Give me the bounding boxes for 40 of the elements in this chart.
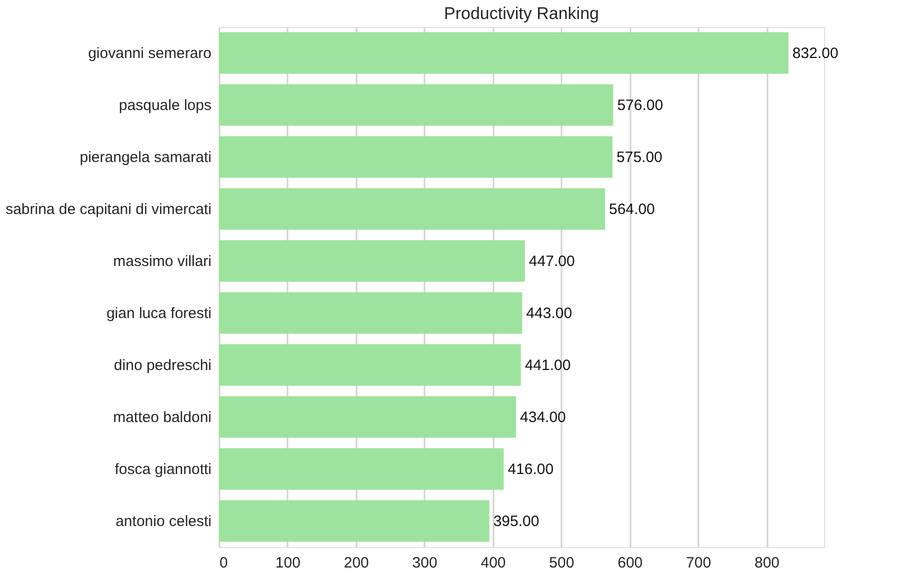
x-tick-label: 0	[220, 554, 228, 572]
bar	[219, 136, 613, 178]
data-label: 434.00	[520, 409, 566, 426]
bar	[219, 32, 788, 74]
x-tick-label: 400	[480, 554, 506, 572]
data-label: 416.00	[508, 461, 554, 478]
data-label: 441.00	[524, 357, 571, 374]
y-tick-label: sabrina de capitani di vimercati	[6, 201, 212, 218]
data-label: 576.00	[617, 97, 664, 114]
data-label: 443.00	[526, 305, 572, 322]
x-tick-label: 700	[686, 554, 712, 572]
bar	[219, 84, 614, 126]
bar	[219, 448, 504, 490]
data-label: 564.00	[608, 201, 655, 218]
y-tick-label: giovanni semeraro	[88, 45, 212, 62]
x-tick-label: 500	[549, 554, 574, 572]
bar	[219, 240, 525, 282]
y-tick-label: pasquale lops	[118, 97, 212, 114]
y-tick-label: matteo baldoni	[113, 409, 212, 426]
bar	[219, 188, 605, 230]
chart-title: Productivity Ranking	[444, 4, 599, 23]
x-tick-label: 600	[618, 554, 643, 572]
y-tick-label: gian luca foresti	[106, 305, 212, 322]
data-label: 447.00	[528, 253, 575, 270]
y-tick-label: massimo villari	[113, 253, 212, 270]
x-tick-label: 300	[412, 554, 438, 572]
bar	[219, 396, 516, 438]
x-tick-label: 100	[275, 554, 300, 572]
y-tick-label: antonio celesti	[116, 513, 212, 530]
bar	[219, 500, 490, 542]
x-tick-label: 200	[344, 554, 369, 572]
bar	[219, 344, 521, 386]
x-tick-label: 800	[754, 554, 780, 572]
y-tick-label: fosca giannotti	[114, 461, 212, 478]
data-label: 832.00	[792, 45, 838, 62]
y-tick-label: pierangela samarati	[80, 149, 212, 166]
data-label: 395.00	[493, 513, 540, 530]
bar	[219, 292, 522, 334]
data-label: 575.00	[616, 149, 662, 166]
y-tick-label: dino pedreschi	[114, 357, 212, 374]
